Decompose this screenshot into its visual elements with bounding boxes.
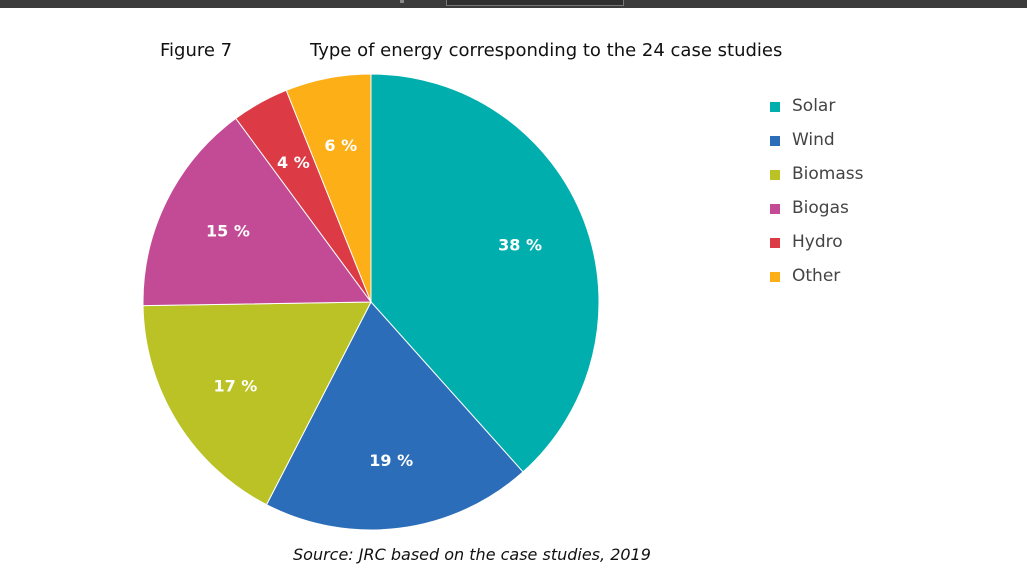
- data-label-hydro: 4 %: [277, 153, 310, 172]
- data-label-wind: 19 %: [369, 451, 413, 470]
- pie-slice-solar: [370, 73, 600, 473]
- legend-label: Solar: [792, 96, 836, 116]
- top-input-field[interactable]: [446, 0, 624, 6]
- legend-label: Wind: [792, 130, 835, 150]
- pie-slice-biogas: [142, 117, 372, 307]
- legend-swatch: [770, 136, 780, 146]
- legend-label: Hydro: [792, 232, 843, 252]
- legend-swatch: [770, 204, 780, 214]
- chevron-down-icon[interactable]: [400, 0, 404, 3]
- data-label-solar: 38 %: [498, 236, 542, 255]
- legend-swatch: [770, 272, 780, 282]
- legend-swatch: [770, 238, 780, 248]
- pie-slice-biomass: [142, 301, 372, 506]
- pie-slice-other: [285, 73, 372, 303]
- chart-title: Type of energy corresponding to the 24 c…: [310, 40, 783, 61]
- figure-label: Figure 7: [160, 40, 233, 61]
- legend-label: Other: [792, 266, 841, 286]
- data-label-biomass: 17 %: [213, 377, 257, 396]
- legend-label: Biomass: [792, 164, 864, 184]
- source-note: Source: JRC based on the case studies, 2…: [293, 545, 651, 564]
- legend-swatch: [770, 102, 780, 112]
- legend-swatch: [770, 170, 780, 180]
- data-label-biogas: 15 %: [206, 222, 250, 241]
- pie-slice-wind: [265, 301, 524, 531]
- data-label-other: 6 %: [324, 136, 357, 155]
- window-top-bar: [0, 0, 1027, 8]
- legend-label: Biogas: [792, 198, 849, 218]
